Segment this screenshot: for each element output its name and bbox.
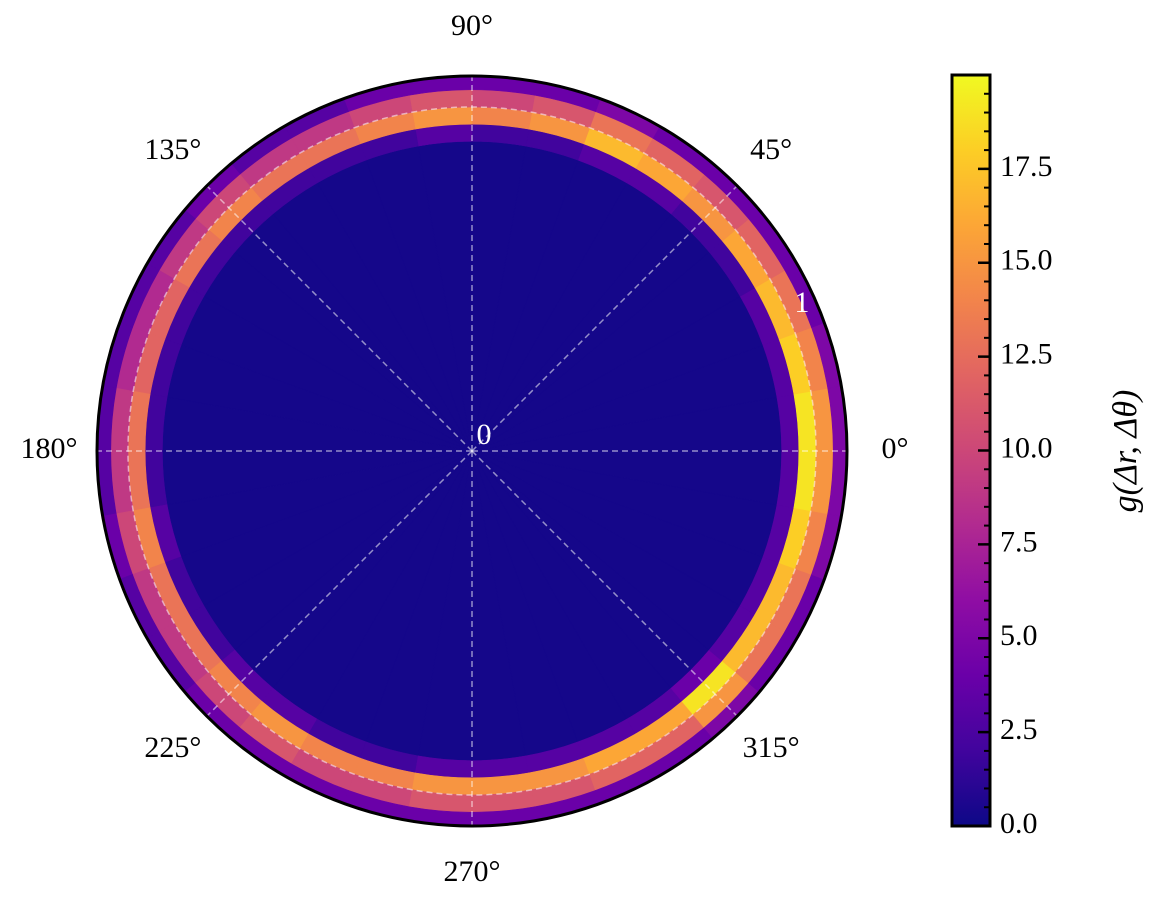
grid-line (471, 450, 738, 717)
colorbar-tick-label: 7.5 (1000, 525, 1038, 558)
theta-tick-label: 315° (743, 731, 800, 764)
theta-tick-label: 225° (144, 731, 201, 764)
theta-tick-label: 45° (750, 133, 792, 166)
colorbar-tick-label: 2.5 (1000, 713, 1038, 746)
grid-line (471, 185, 738, 452)
theta-tick-label: 180° (21, 432, 78, 465)
grid-line (206, 450, 473, 717)
colorbar-tick-label: 0.0 (1000, 807, 1038, 840)
r-tick-label: 1 (794, 286, 809, 319)
colorbar-tick-label: 17.5 (1000, 150, 1053, 183)
theta-tick-label: 270° (444, 855, 501, 888)
colorbar-tick-label: 5.0 (1000, 619, 1038, 652)
colorbar-tick-label: 10.0 (1000, 431, 1053, 464)
theta-tick-label: 90° (451, 9, 493, 42)
grid-circle (127, 106, 817, 796)
colorbar-tick-label: 15.0 (1000, 244, 1053, 277)
grid-line (206, 185, 473, 452)
theta-tick-label: 0° (882, 432, 909, 465)
polar-frame (95, 74, 849, 828)
r-tick-label: 0 (477, 418, 492, 451)
theta-tick-label: 135° (144, 133, 201, 166)
colorbar-tick-label: 12.5 (1000, 338, 1053, 371)
colorbar-label: g(Δr, Δθ) (1107, 390, 1144, 513)
